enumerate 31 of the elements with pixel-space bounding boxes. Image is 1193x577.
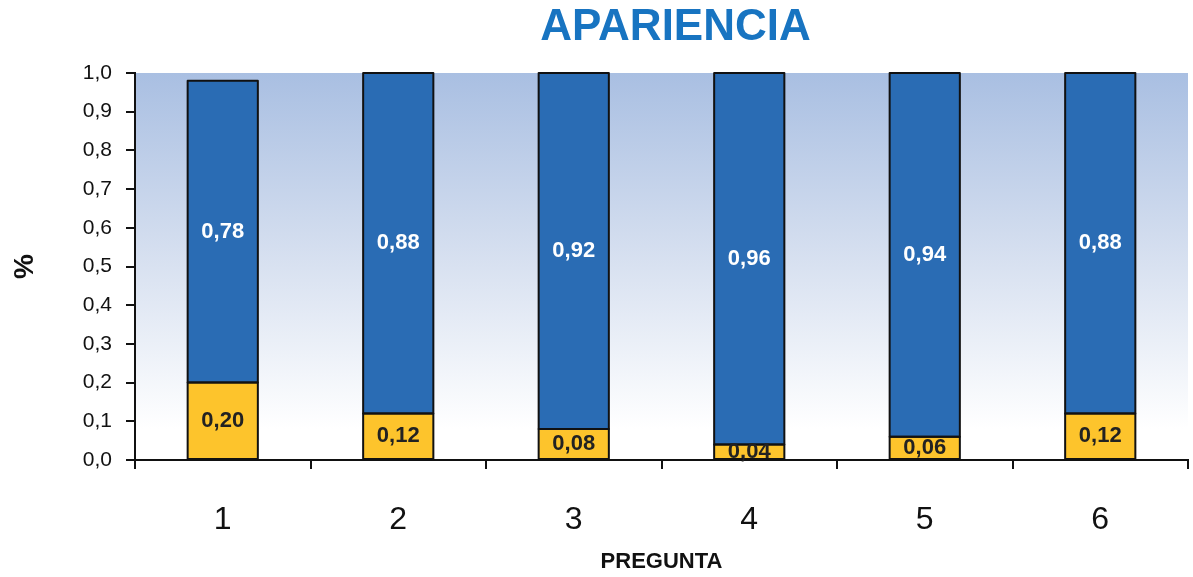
y-tick-label: 0,8 xyxy=(82,137,112,161)
x-tick-label: 1 xyxy=(213,500,232,537)
data-label: 0,20 xyxy=(201,406,245,432)
data-label: 0,08 xyxy=(552,430,596,456)
data-label: 0,96 xyxy=(727,244,771,270)
chart-title: APARIENCIA xyxy=(540,0,811,50)
y-tick-label: 1,0 xyxy=(82,59,112,83)
y-tick-label: 0,9 xyxy=(82,98,112,122)
data-label: 0,12 xyxy=(1078,422,1122,448)
x-tick-label: 4 xyxy=(740,500,759,537)
data-label: 0,06 xyxy=(903,433,947,459)
x-tick-label: 5 xyxy=(915,500,934,537)
data-label: 0,92 xyxy=(552,237,596,263)
data-label: 0,78 xyxy=(201,217,245,243)
y-axis-title: % xyxy=(7,253,39,279)
y-tick-label: 0,5 xyxy=(82,253,112,277)
data-label: 0,12 xyxy=(376,422,420,448)
y-tick-label: 0,3 xyxy=(82,330,112,354)
data-label: 0,88 xyxy=(1078,229,1122,255)
y-tick-label: 0,7 xyxy=(82,175,112,199)
x-axis-title: PREGUNTA xyxy=(600,547,723,573)
data-label: 0,88 xyxy=(376,229,420,255)
x-tick-label: 3 xyxy=(564,500,583,537)
x-tick-label: 2 xyxy=(389,500,408,537)
y-tick-label: 0,1 xyxy=(82,408,112,432)
y-tick-label: 0,0 xyxy=(82,446,112,470)
data-label: 0,94 xyxy=(903,240,947,266)
x-tick-label: 6 xyxy=(1091,500,1110,537)
y-tick-label: 0,4 xyxy=(82,292,113,315)
y-tick-label: 0,2 xyxy=(82,369,112,393)
y-tick-label: 0,6 xyxy=(82,214,112,238)
